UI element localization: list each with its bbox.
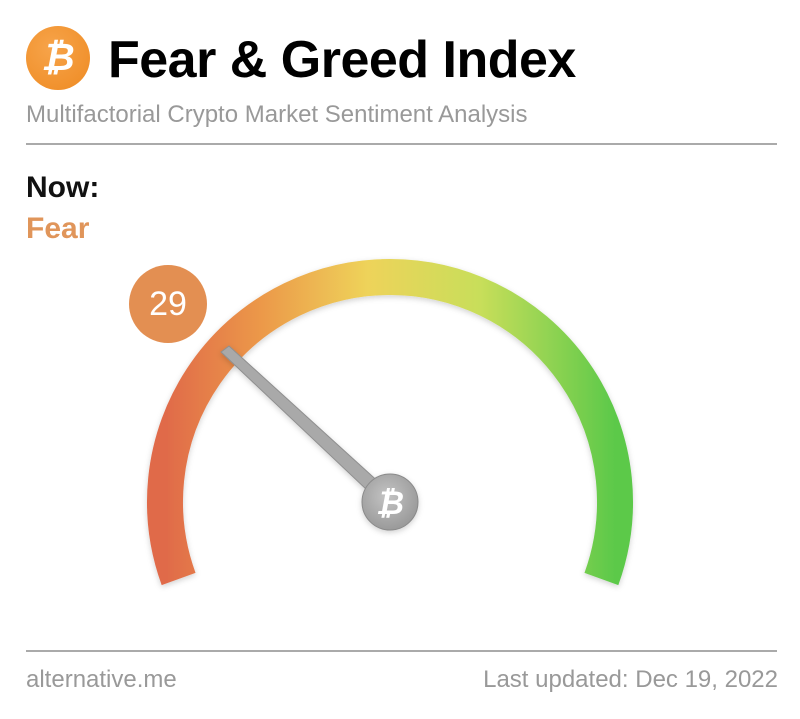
fear-greed-gauge: ₿ [147, 258, 633, 586]
now-label: Now: [26, 171, 100, 204]
source-link[interactable]: alternative.me [26, 666, 177, 693]
svg-text:₿: ₿ [376, 484, 404, 522]
gauge-needle: ₿ [220, 345, 419, 531]
footer-divider [26, 650, 777, 652]
header-divider [26, 143, 777, 145]
gauge-arc [147, 258, 633, 586]
bitcoin-glyph: ₿ [41, 36, 75, 79]
page-title: Fear & Greed Index [108, 31, 576, 89]
needle-hub-bitcoin-icon [361, 473, 419, 531]
last-updated: Last updated: Dec 19, 2022 [483, 666, 778, 693]
index-value-badge: 29 [129, 265, 207, 343]
bitcoin-logo-icon: ₿ [26, 26, 90, 90]
page-subtitle: Multifactorial Crypto Market Sentiment A… [26, 101, 528, 128]
sentiment-classification: Fear [26, 212, 90, 245]
